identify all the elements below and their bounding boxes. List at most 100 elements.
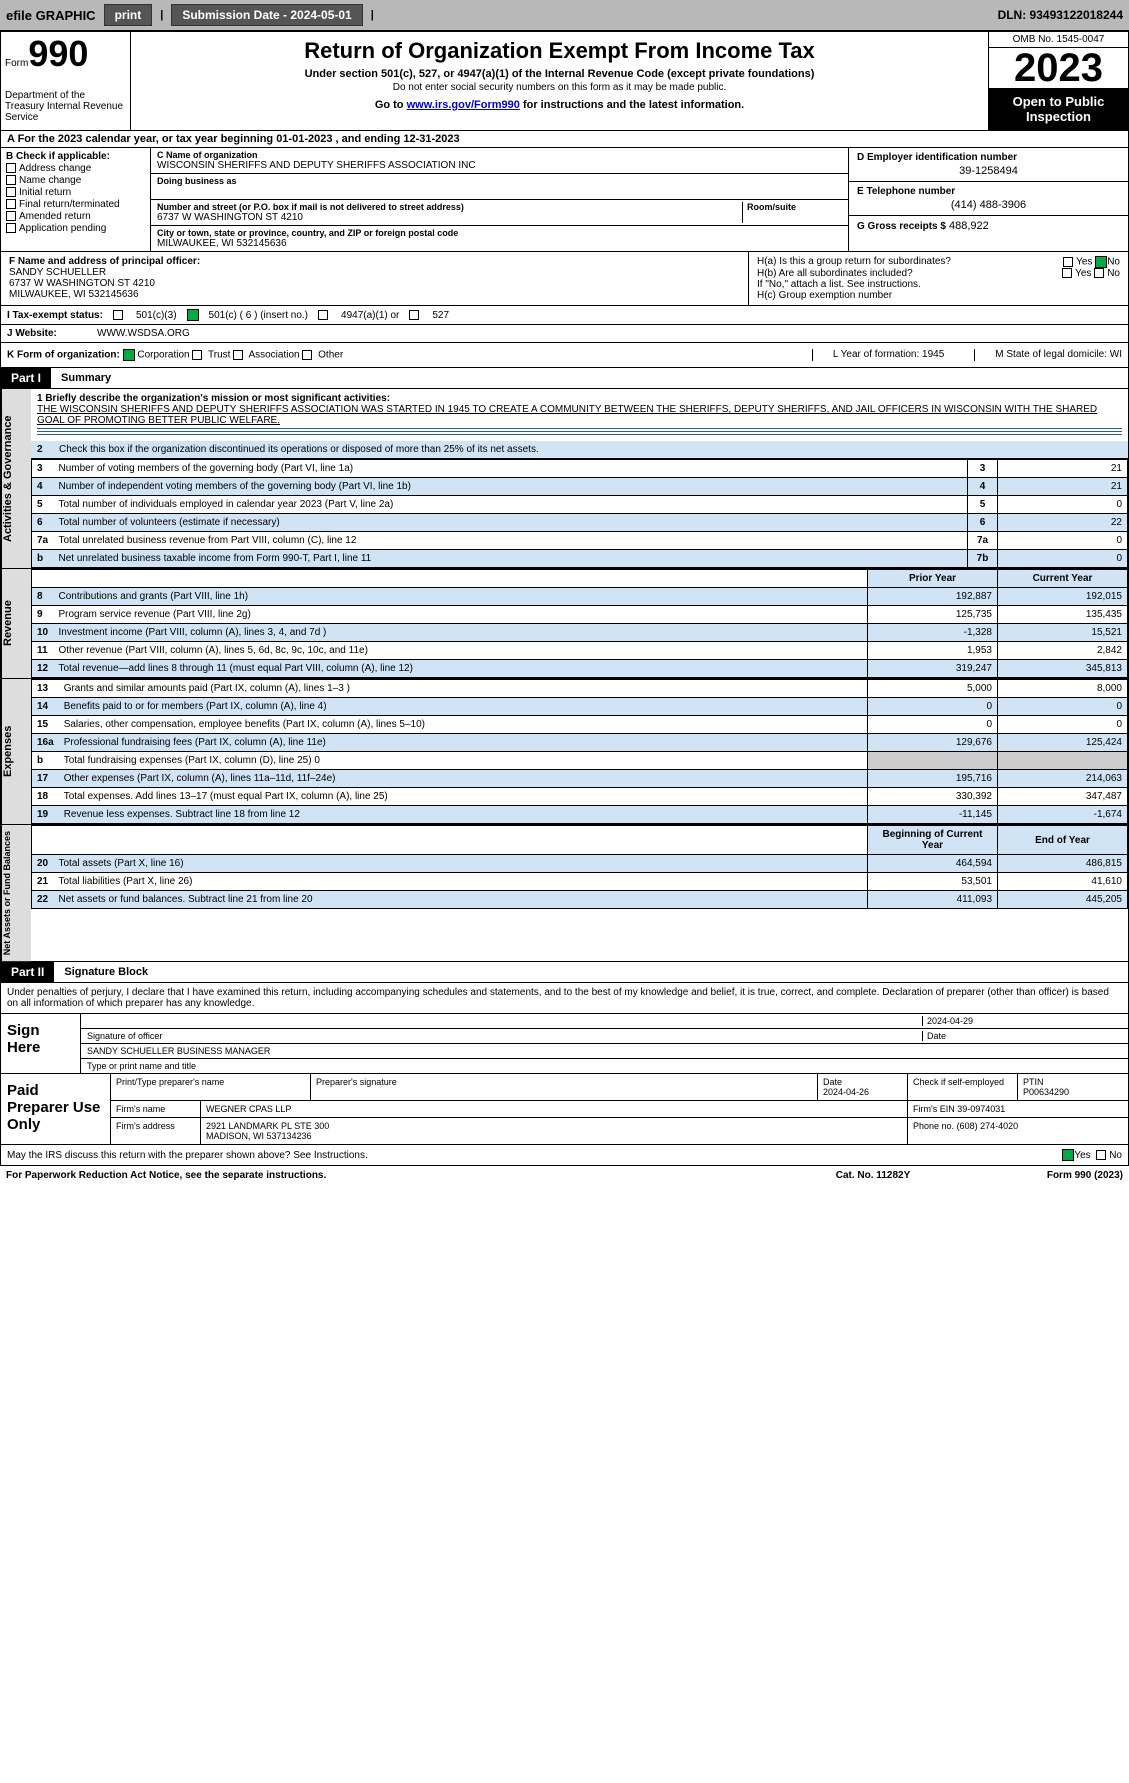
officer-addr: 6737 W WASHINGTON ST 4210 [9, 278, 740, 289]
discuss-row: May the IRS discuss this return with the… [0, 1145, 1129, 1166]
room-label: Room/suite [747, 202, 842, 212]
tax-year: 2023 [989, 48, 1128, 88]
section-fh: F Name and address of principal officer:… [0, 252, 1129, 306]
chk-application-pending[interactable]: Application pending [6, 223, 145, 234]
paperwork-notice: For Paperwork Reduction Act Notice, see … [6, 1170, 773, 1181]
box-f: F Name and address of principal officer:… [1, 252, 748, 305]
irs-link[interactable]: www.irs.gov/Form990 [407, 99, 520, 111]
form-number: 990 [28, 33, 88, 74]
goto-line: Go to www.irs.gov/Form990 for instructio… [139, 99, 980, 111]
divider: | [371, 9, 374, 21]
rev-table: Prior YearCurrent Year 8Contributions an… [31, 569, 1128, 678]
part1-title: Summary [51, 372, 111, 384]
self-employed-chk[interactable]: Check if self-employed [908, 1074, 1018, 1100]
table-row: 18Total expenses. Add lines 13–17 (must … [32, 788, 1128, 806]
table-row: 6Total number of volunteers (estimate if… [32, 514, 1128, 532]
dept-label: Department of the Treasury Internal Reve… [5, 90, 126, 123]
print-name-label: Type or print name and title [87, 1061, 196, 1071]
preparer-block: Paid Preparer Use Only Print/Type prepar… [0, 1074, 1129, 1145]
table-row: bNet unrelated business taxable income f… [32, 550, 1128, 568]
part2-label: Part II [1, 962, 54, 982]
page-footer: For Paperwork Reduction Act Notice, see … [0, 1166, 1129, 1185]
box-h: H(a) Is this a group return for subordin… [748, 252, 1128, 305]
table-row: 10Investment income (Part VIII, column (… [32, 624, 1128, 642]
hc-label: H(c) Group exemption number [757, 290, 1120, 301]
exp-tab: Expenses [1, 679, 31, 824]
gross-value: 488,922 [949, 220, 989, 232]
line-a-period: A For the 2023 calendar year, or tax yea… [0, 131, 1129, 148]
chk-amended-return[interactable]: Amended return [6, 211, 145, 222]
gov-section: Activities & Governance 1 Briefly descri… [0, 389, 1129, 569]
officer-print-name: SANDY SCHUELLER BUSINESS MANAGER [87, 1046, 270, 1056]
discuss-no-chk[interactable] [1096, 1150, 1106, 1160]
table-row: 12Total revenue—add lines 8 through 11 (… [32, 660, 1128, 678]
state-domicile: M State of legal domicile: WI [974, 349, 1122, 361]
part2-title: Signature Block [54, 966, 148, 978]
date-label: Date [922, 1031, 1122, 1041]
gov-table: 3Number of voting members of the governi… [31, 459, 1128, 568]
exp-section: Expenses 13Grants and similar amounts pa… [0, 679, 1129, 825]
table-row: 9Program service revenue (Part VIII, lin… [32, 606, 1128, 624]
firm-ein: 39-0974031 [957, 1104, 1005, 1114]
k-org-row: K Form of organization: Corporation Trus… [0, 343, 1129, 368]
website-value: WWW.WSDSA.ORG [97, 328, 190, 339]
website-row: J Website: WWW.WSDSA.ORG [0, 325, 1129, 343]
print-button[interactable]: print [104, 4, 153, 26]
table-row: 4Number of independent voting members of… [32, 478, 1128, 496]
prep-date: 2024-04-26 [823, 1087, 869, 1097]
part2-bar: Part II Signature Block [0, 962, 1129, 983]
box-b-header: B Check if applicable: [6, 151, 145, 162]
sign-block: Sign Here 2024-04-29 Signature of office… [0, 1014, 1129, 1074]
addr-label: Number and street (or P.O. box if mail i… [157, 202, 742, 212]
table-row: 15Salaries, other compensation, employee… [32, 716, 1128, 734]
form-subtitle: Under section 501(c), 527, or 4947(a)(1)… [139, 68, 980, 80]
line-1: 1 Briefly describe the organization's mi… [31, 389, 1128, 441]
org-name: WISCONSIN SHERIFFS AND DEPUTY SHERIFFS A… [157, 160, 842, 171]
submission-date-button[interactable]: Submission Date - 2024-05-01 [171, 4, 362, 26]
exp-table: 13Grants and similar amounts paid (Part … [31, 679, 1128, 824]
table-row: 5Total number of individuals employed in… [32, 496, 1128, 514]
chk-address-change[interactable]: Address change [6, 163, 145, 174]
prep-name-hdr: Print/Type preparer's name [111, 1074, 311, 1100]
prep-sig-hdr: Preparer's signature [311, 1074, 818, 1100]
ha-label: H(a) Is this a group return for subordin… [757, 256, 951, 268]
city-label: City or town, state or province, country… [157, 228, 842, 238]
ein-label: D Employer identification number [857, 152, 1120, 163]
table-row: 17Other expenses (Part IX, column (A), l… [32, 770, 1128, 788]
discuss-yes-chk[interactable] [1062, 1149, 1074, 1161]
website-label: J Website: [7, 328, 97, 339]
firm-addr1: 2921 LANDMARK PL STE 300 [206, 1121, 329, 1131]
part1-bar: Part I Summary [0, 368, 1129, 389]
table-row: 21Total liabilities (Part X, line 26)53,… [32, 873, 1128, 891]
table-row: 3Number of voting members of the governi… [32, 460, 1128, 478]
table-row: 11Other revenue (Part VIII, column (A), … [32, 642, 1128, 660]
cat-no: Cat. No. 11282Y [773, 1170, 973, 1181]
mission-text: THE WISCONSIN SHERIFFS AND DEPUTY SHERIF… [37, 404, 1097, 426]
chk-name-change[interactable]: Name change [6, 175, 145, 186]
table-row: Prior YearCurrent Year [32, 570, 1128, 588]
section-bcd: B Check if applicable: Address change Na… [0, 148, 1129, 252]
dba-label: Doing business as [157, 176, 842, 186]
table-row: Beginning of Current YearEnd of Year [32, 826, 1128, 855]
form-ref: Form 990 (2023) [973, 1170, 1123, 1181]
form-note: Do not enter social security numbers on … [139, 82, 980, 93]
net-tab: Net Assets or Fund Balances [1, 825, 31, 961]
table-row: 20Total assets (Part X, line 16)464,5944… [32, 855, 1128, 873]
table-row: 8Contributions and grants (Part VIII, li… [32, 588, 1128, 606]
efile-label: efile GRAPHIC [6, 8, 96, 23]
ein-value: 39-1258494 [857, 165, 1120, 177]
table-row: 16aProfessional fundraising fees (Part I… [32, 734, 1128, 752]
box-c: C Name of organization WISCONSIN SHERIFF… [151, 148, 848, 251]
firm-name-label: Firm's name [111, 1101, 201, 1117]
form-title: Return of Organization Exempt From Incom… [139, 38, 980, 64]
chk-initial-return[interactable]: Initial return [6, 187, 145, 198]
part1-label: Part I [1, 368, 51, 388]
gov-tab: Activities & Governance [1, 389, 31, 568]
hb-note: If "No," attach a list. See instructions… [757, 279, 1120, 290]
street-address: 6737 W WASHINGTON ST 4210 [157, 212, 742, 223]
hb-label: H(b) Are all subordinates included? [757, 268, 913, 279]
table-row: bTotal fundraising expenses (Part IX, co… [32, 752, 1128, 770]
top-toolbar: efile GRAPHIC print | Submission Date - … [0, 0, 1129, 31]
officer-city: MILWAUKEE, WI 532145636 [9, 289, 740, 300]
chk-final-return[interactable]: Final return/terminated [6, 199, 145, 210]
